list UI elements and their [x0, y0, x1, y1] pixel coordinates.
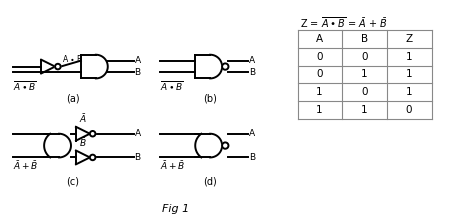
Text: 0: 0: [361, 87, 367, 97]
Text: Fig 1: Fig 1: [162, 204, 189, 214]
Text: A: A: [249, 129, 255, 138]
Text: Z = $\overline{A \bullet B}$ = $\bar{A}$ + $\bar{B}$: Z = $\overline{A \bullet B}$ = $\bar{A}$…: [300, 15, 387, 30]
Text: A $\bullet$ B: A $\bullet$ B: [62, 53, 83, 64]
Text: A: A: [135, 129, 141, 138]
Text: 1: 1: [406, 87, 412, 97]
Text: $\bar{A}$: $\bar{A}$: [79, 112, 87, 125]
Text: 1: 1: [316, 87, 323, 97]
Circle shape: [90, 131, 95, 136]
Text: A: A: [249, 56, 255, 65]
Text: B: B: [135, 68, 141, 77]
Text: (a): (a): [66, 93, 80, 103]
Text: (c): (c): [66, 176, 80, 186]
Text: A: A: [135, 56, 141, 65]
Text: Z: Z: [405, 34, 412, 44]
Circle shape: [55, 64, 61, 69]
Text: 1: 1: [316, 105, 323, 115]
Circle shape: [90, 155, 95, 160]
Circle shape: [222, 142, 228, 149]
Text: 0: 0: [316, 52, 323, 62]
Text: B: B: [249, 68, 255, 77]
Text: $\overline{A \bullet B}$: $\overline{A \bullet B}$: [13, 79, 37, 93]
Text: 0: 0: [316, 69, 323, 80]
Text: 1: 1: [361, 105, 367, 115]
Text: 1: 1: [406, 69, 412, 80]
Text: B: B: [361, 34, 368, 44]
Text: 1: 1: [361, 69, 367, 80]
Text: $\overline{A \bullet B}$: $\overline{A \bullet B}$: [161, 79, 184, 93]
Text: $\bar{A} + \bar{B}$: $\bar{A} + \bar{B}$: [161, 159, 186, 172]
Text: B: B: [135, 153, 141, 162]
Text: 0: 0: [406, 105, 412, 115]
Text: (b): (b): [203, 93, 217, 103]
Text: $\bar{A} + \bar{B}$: $\bar{A} + \bar{B}$: [13, 159, 39, 172]
Circle shape: [222, 63, 228, 70]
Text: $\bar{B}$: $\bar{B}$: [79, 136, 87, 149]
Text: A: A: [316, 34, 323, 44]
Text: B: B: [249, 153, 255, 162]
Text: 1: 1: [406, 52, 412, 62]
Text: 0: 0: [361, 52, 367, 62]
Text: (d): (d): [203, 176, 217, 186]
